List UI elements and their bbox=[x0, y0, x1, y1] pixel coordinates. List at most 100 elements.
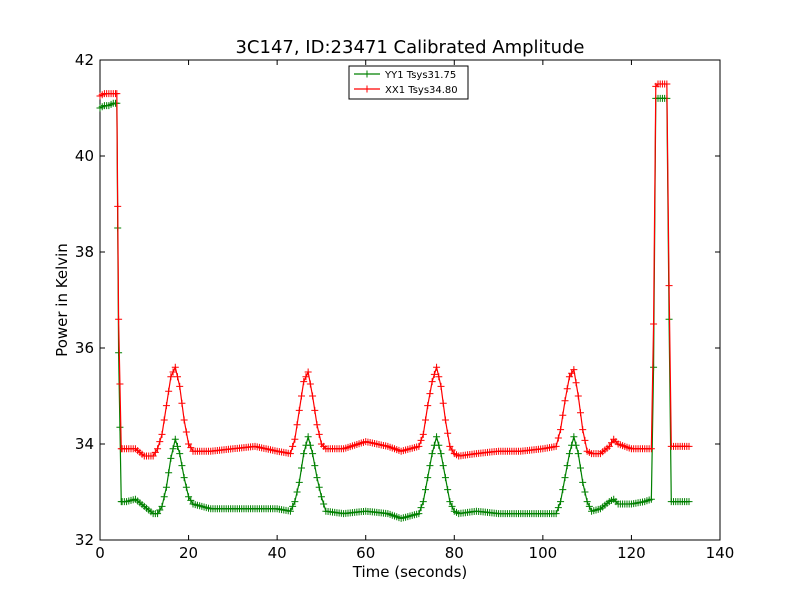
data-point-marker bbox=[554, 434, 562, 442]
data-point-marker bbox=[559, 486, 567, 494]
data-point-marker bbox=[174, 442, 181, 450]
data-point-marker bbox=[315, 483, 323, 491]
data-point-marker bbox=[156, 438, 164, 446]
y-axis-title: Power in Kelvin bbox=[53, 243, 71, 357]
data-point-marker bbox=[154, 445, 162, 453]
ticks-layer: 0 20 40 60 80 100 120 140 32 34 36 38 40 42 bbox=[75, 51, 734, 562]
data-point-marker bbox=[419, 430, 427, 438]
data-point-marker bbox=[433, 433, 441, 441]
data-point-marker bbox=[441, 474, 449, 482]
data-point-marker bbox=[302, 373, 310, 381]
data-point-marker bbox=[178, 399, 186, 407]
data-point-marker bbox=[570, 366, 578, 374]
data-point-marker bbox=[448, 502, 456, 510]
data-point-marker bbox=[116, 423, 124, 431]
data-point-marker bbox=[158, 430, 166, 438]
plot-area bbox=[99, 59, 721, 541]
data-point-marker bbox=[647, 445, 655, 453]
data-point-marker bbox=[187, 496, 195, 504]
data-point-marker bbox=[554, 504, 562, 512]
x-tick-label: 20 bbox=[179, 544, 198, 562]
x-tick-label: 0 bbox=[95, 544, 105, 562]
data-point-marker bbox=[446, 498, 454, 506]
data-point-marker bbox=[557, 426, 565, 434]
data-point-marker bbox=[422, 486, 429, 494]
data-point-marker bbox=[309, 392, 317, 400]
data-point-marker bbox=[115, 349, 123, 357]
data-point-marker bbox=[572, 379, 580, 387]
data-point-marker bbox=[289, 442, 297, 450]
data-point-marker bbox=[568, 369, 576, 377]
legend-marker bbox=[363, 85, 371, 93]
data-point-marker bbox=[577, 464, 584, 472]
legend: YY1 Tsys31.75 XX1 Tsys34.80 bbox=[348, 65, 469, 100]
x-axis-title: Time (seconds) bbox=[352, 563, 468, 581]
data-point-marker bbox=[182, 428, 190, 436]
data-point-marker bbox=[187, 444, 195, 452]
data-point-marker bbox=[585, 502, 593, 510]
data-point-marker bbox=[167, 454, 175, 462]
data-point-marker bbox=[149, 452, 157, 460]
data-point-marker bbox=[114, 202, 122, 210]
data-point-marker bbox=[160, 493, 168, 501]
data-point-marker bbox=[565, 450, 573, 458]
data-point-marker bbox=[169, 445, 177, 453]
data-point-marker bbox=[309, 450, 317, 458]
data-point-marker bbox=[317, 493, 325, 501]
data-point-marker bbox=[151, 448, 159, 456]
data-point-marker bbox=[415, 442, 423, 450]
data-point-marker bbox=[185, 440, 193, 448]
data-point-marker bbox=[579, 426, 587, 434]
data-point-marker bbox=[647, 495, 655, 503]
data-point-marker bbox=[444, 486, 452, 494]
data-point-marker bbox=[315, 430, 323, 438]
x-tick-label: 40 bbox=[268, 544, 287, 562]
series-1 bbox=[96, 94, 693, 522]
data-point-marker bbox=[435, 441, 443, 449]
data-point-marker bbox=[419, 498, 427, 506]
data-point-marker bbox=[424, 402, 432, 410]
data-point-marker bbox=[295, 406, 303, 414]
data-point-marker bbox=[565, 373, 573, 381]
data-point-marker bbox=[171, 363, 179, 371]
data-point-marker bbox=[116, 380, 124, 388]
data-point-marker bbox=[561, 397, 569, 405]
series-layer bbox=[96, 80, 693, 522]
legend-label: YY1 Tsys31.75 bbox=[384, 70, 456, 81]
data-point-marker bbox=[291, 498, 299, 506]
data-point-marker bbox=[313, 474, 321, 482]
data-point-marker bbox=[185, 493, 193, 501]
data-point-marker bbox=[583, 498, 591, 506]
chart-title: 3C147, ID:23471 Calibrated Amplitude bbox=[235, 37, 584, 58]
x-tick-label: 60 bbox=[356, 544, 375, 562]
data-point-marker bbox=[552, 442, 560, 450]
data-point-marker bbox=[158, 502, 166, 510]
x-tick-label: 100 bbox=[529, 544, 558, 562]
data-point-marker bbox=[417, 436, 425, 444]
y-tick-label: 40 bbox=[75, 147, 94, 165]
data-point-marker bbox=[448, 446, 456, 454]
plot-frame bbox=[99, 59, 721, 541]
data-point-marker bbox=[441, 416, 449, 424]
data-point-marker bbox=[154, 510, 162, 518]
data-point-marker bbox=[306, 441, 314, 449]
data-point-marker bbox=[313, 421, 321, 429]
data-point-marker bbox=[169, 368, 177, 376]
data-point-marker bbox=[115, 315, 123, 323]
data-point-marker bbox=[685, 442, 693, 450]
series-2 bbox=[96, 80, 693, 460]
y-tick-label: 34 bbox=[75, 435, 94, 453]
data-point-marker bbox=[439, 462, 447, 470]
data-point-marker bbox=[435, 373, 443, 381]
data-point-marker bbox=[178, 462, 186, 470]
data-point-marker bbox=[563, 462, 571, 470]
data-point-marker bbox=[311, 462, 319, 470]
data-point-marker bbox=[559, 411, 567, 419]
data-point-marker bbox=[180, 474, 188, 482]
data-point-marker bbox=[574, 450, 582, 458]
data-point-marker bbox=[665, 282, 673, 290]
data-point-marker bbox=[182, 483, 190, 491]
data-point-marker bbox=[444, 429, 452, 437]
data-point-marker bbox=[430, 370, 438, 378]
